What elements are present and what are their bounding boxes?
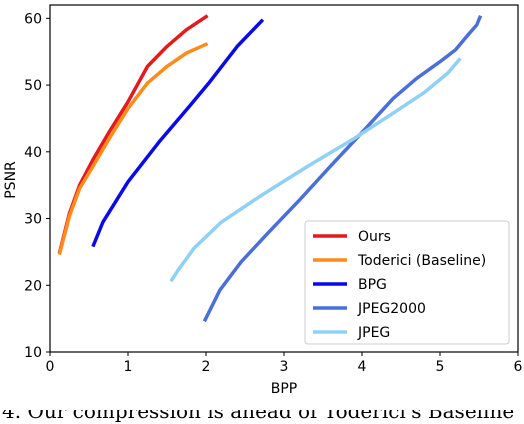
legend-label-0: Ours [358,229,391,245]
y-axis: 10 20 30 40 50 60 [24,11,50,361]
x-axis-label: BPP [271,381,298,397]
legend-label-2: BPG [358,277,387,293]
x-tick-label: 0 [46,359,55,375]
x-tick-label: 4 [358,359,367,375]
y-tick-label: 40 [24,145,42,161]
x-axis: 0 1 2 3 4 5 6 [46,352,523,375]
series-line-0 [57,14,209,254]
x-tick-label: 6 [514,359,523,375]
x-tick-label: 1 [124,359,133,375]
series-line-3 [202,15,483,323]
series-line-4 [169,57,462,283]
y-tick-label: 10 [24,345,42,361]
y-axis-label: PSNR [3,161,19,199]
y-tick-label: 30 [24,212,42,228]
y-tick-label: 50 [24,78,42,94]
y-tick-label: 20 [24,278,42,294]
legend: Ours Toderici (Baseline) BPG JPEG2000 JPEG [304,220,510,345]
series-line-2 [91,18,265,248]
x-tick-label: 2 [202,359,211,375]
y-tick-label: 60 [24,11,42,27]
x-tick-label: 5 [436,359,445,375]
legend-label-3: JPEG2000 [357,301,426,317]
legend-box [304,220,510,345]
figure-caption-fragment: 4. Our compression is ahead of Toderici'… [2,410,515,423]
series-layer [57,14,483,323]
series-line-1 [57,42,209,256]
legend-label-1: Toderici (Baseline) [357,253,486,269]
legend-label-4: JPEG [357,325,390,341]
x-tick-label: 3 [280,359,289,375]
